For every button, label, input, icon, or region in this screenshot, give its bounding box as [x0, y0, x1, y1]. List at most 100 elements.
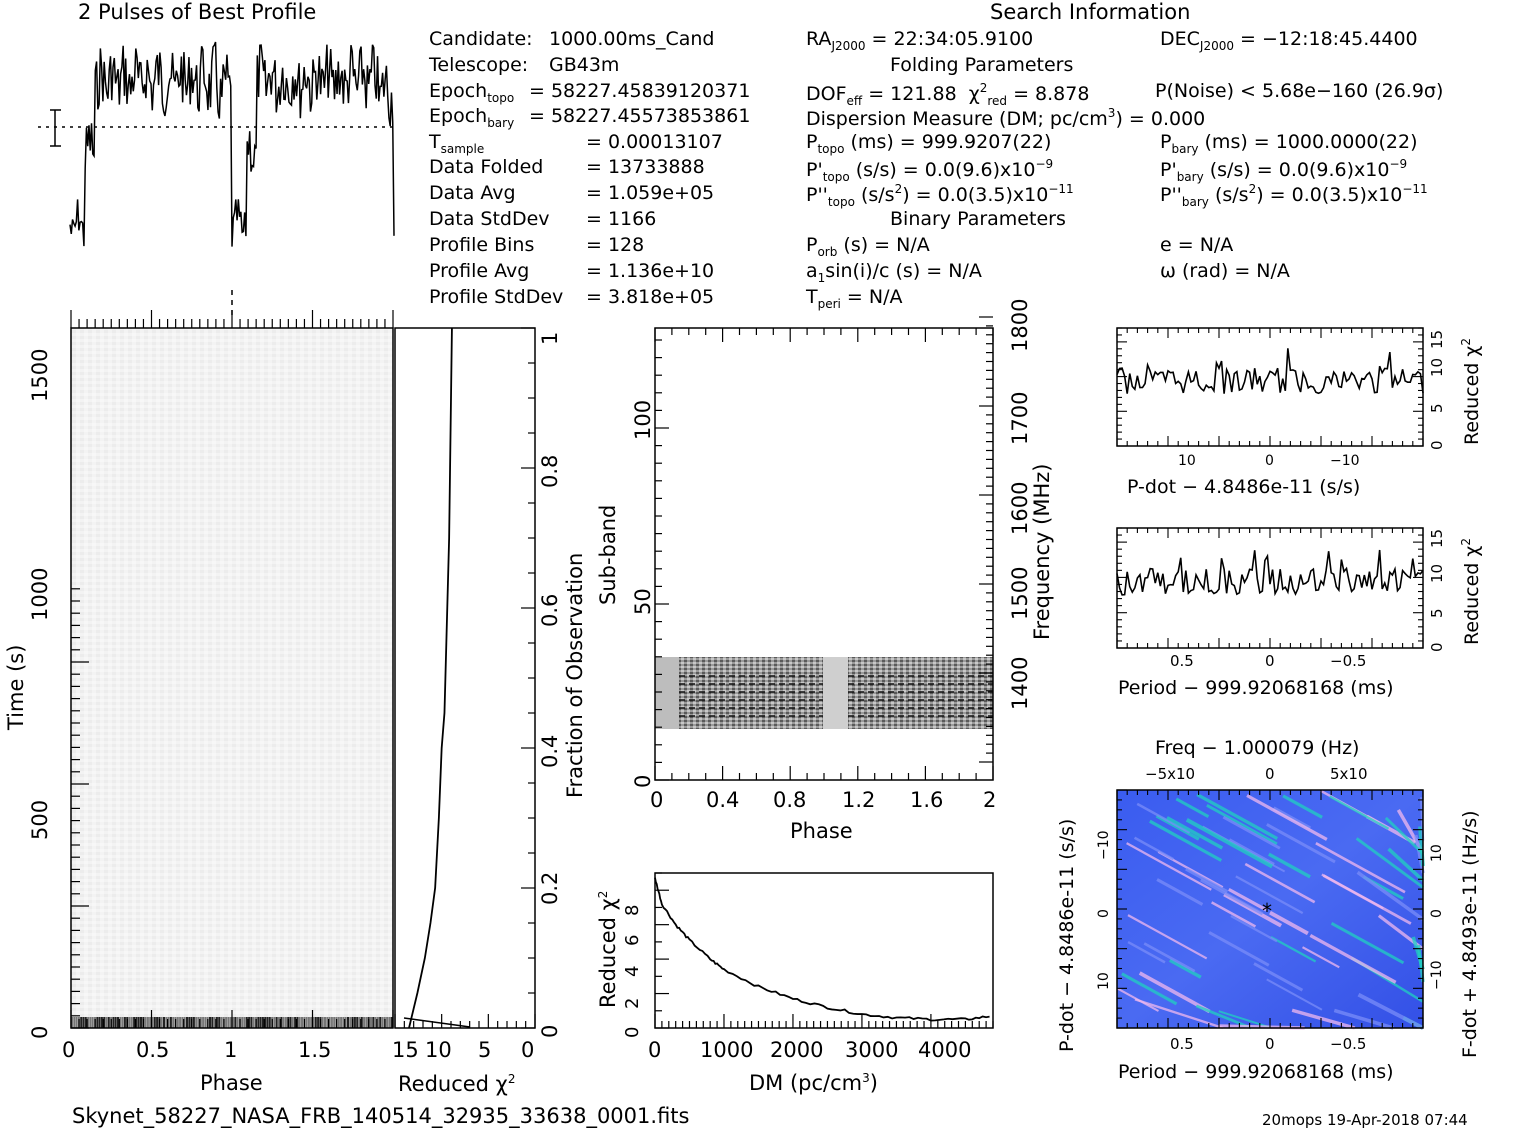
heatmap-first-row [232, 1017, 234, 1028]
period-chi-line [1116, 549, 1424, 597]
pddbary-line: P''bary (s/s2) = 0.0(3.5)x10−11 [1160, 182, 1428, 209]
dof-line: DOFeff = 121.88 χ2red = 8.878 [806, 81, 1090, 108]
tick-label: 1.6 [910, 788, 944, 812]
heatmap-first-row [347, 1017, 349, 1028]
period-chi-frame [1116, 527, 1424, 649]
heatmap-first-row [181, 1017, 184, 1028]
tick-label: −10 [1096, 830, 1112, 860]
heatmap-first-row [330, 1017, 333, 1028]
tick-label: 0 [1265, 765, 1275, 783]
tick-label: 0.2 [538, 871, 562, 905]
tick-label: 0 [1265, 453, 1274, 469]
heatmap-first-row [381, 1017, 384, 1028]
contour-streak [1211, 901, 1257, 928]
heatmap-first-row [183, 1017, 186, 1028]
heatmap-first-row [280, 1017, 283, 1028]
pulse-profile-line [69, 41, 395, 247]
heatmap-first-row [236, 1017, 239, 1028]
info-row: Tsample = 0.00013107 [429, 131, 723, 156]
tick-label: 5 [478, 1038, 492, 1062]
heatmap-first-row [268, 1017, 271, 1028]
tick-label: −0.5 [1330, 1035, 1367, 1053]
tick-label: 1800 [1008, 298, 1032, 352]
tick-label: 15 [392, 1038, 419, 1062]
contour-streak [1235, 875, 1304, 915]
heatmap-first-row [294, 1017, 297, 1028]
tick-label: 0 [1428, 440, 1446, 450]
heatmap-first-row [135, 1017, 138, 1028]
heatmap-first-row [75, 1017, 78, 1028]
pdot2-axis-label: P-dot − 4.8486e-11 (s/s) [1056, 818, 1078, 1052]
heatmap-first-row [197, 1017, 200, 1028]
phase-axis-label: Phase [200, 1071, 263, 1095]
contour-streak [1228, 887, 1267, 912]
tick-label: 10 [1429, 844, 1445, 862]
contour-streak [1266, 823, 1336, 864]
heatmap-first-row [80, 1017, 83, 1028]
contour-streak [1121, 972, 1178, 1006]
heatmap-first-row [305, 1017, 308, 1028]
tick-label: 0 [1429, 909, 1445, 918]
heatmap-first-row [160, 1017, 163, 1028]
contour-streak [1175, 797, 1210, 818]
subband-band-light [655, 657, 679, 729]
period2-axis-label: Period − 999.92068168 (ms) [1118, 1061, 1394, 1083]
info-row: Epochbary = 58227.45573853861 [429, 105, 751, 130]
search-title: Search Information [990, 0, 1191, 24]
contour-streak [1291, 1008, 1356, 1030]
heatmap-first-row [310, 1017, 313, 1028]
tick-label: 10 [425, 1038, 452, 1062]
contour-streak [1269, 910, 1309, 936]
info-row: Candidate: 1000.00ms_Cand [429, 28, 715, 50]
profile-title: 2 Pulses of Best Profile [78, 0, 317, 24]
pdot-chi-line [1116, 348, 1424, 395]
contour-streak [1414, 834, 1425, 874]
tick-label: 10 [1178, 453, 1196, 469]
contour-streak [1166, 816, 1224, 850]
info-row: Profile Avg = 1.136e+10 [429, 260, 715, 282]
pdtopo-line: P'topo (s/s) = 0.0(9.6)x10−9 [806, 157, 1054, 184]
contour-streak [1329, 795, 1390, 830]
period-axis-label: Period − 999.92068168 (ms) [1118, 677, 1394, 699]
heatmap-first-row [107, 1017, 110, 1028]
heatmap-first-row [386, 1017, 389, 1028]
contour-streak [1384, 816, 1425, 855]
time-axis-label: Time (s) [4, 644, 28, 730]
heatmap-first-row [266, 1017, 269, 1028]
fraction-axis-label: Fraction of Observation [563, 552, 587, 798]
tick-label: 10 [1428, 357, 1446, 377]
heatmap-first-row [165, 1017, 168, 1028]
heatmap-first-row [234, 1017, 237, 1028]
heatmap-first-row [149, 1017, 152, 1028]
tick-label: 1500 [28, 348, 52, 402]
heatmap-first-row [220, 1017, 223, 1028]
contour-streak [1244, 862, 1316, 904]
tick-label: 6 [622, 934, 643, 946]
heatmap-first-row [284, 1017, 287, 1028]
heatmap-first-row [84, 1017, 87, 1028]
heatmap-first-row [112, 1017, 115, 1028]
dm-line: Dispersion Measure (DM; pc/cm3) = 0.000 [806, 106, 1206, 130]
tperi-line: Tperi = N/A [806, 286, 903, 311]
heatmap-first-row [353, 1017, 356, 1028]
heatmap-first-row [379, 1017, 382, 1028]
tick-label: 0.5 [1170, 652, 1194, 670]
tick-label: 0.8 [538, 454, 562, 488]
tick-label: 0 [1096, 909, 1112, 918]
pdbary-line: P'bary (s/s) = 0.0(9.6)x10−9 [1160, 157, 1408, 184]
e-line: e = N/A [1160, 234, 1234, 256]
tick-label: 0 [650, 788, 664, 812]
heatmap-first-row [119, 1017, 122, 1028]
heatmap-first-row [87, 1017, 90, 1028]
tick-label: 0.4 [706, 788, 740, 812]
pddtopo-line: P''topo (s/s2) = 0.0(3.5)x10−11 [806, 182, 1074, 209]
tick-label: 100 [631, 399, 655, 440]
contour-streak [1230, 914, 1278, 943]
info-row: Telescope: GB43m [429, 54, 620, 76]
contour-streak [1357, 992, 1424, 1030]
footer-filename: Skynet_58227_NASA_FRB_140514_32935_33638… [72, 1104, 690, 1128]
heatmap-first-row [261, 1017, 264, 1028]
tick-label: 3000 [845, 1038, 899, 1062]
tick-label: 0 [1428, 642, 1446, 652]
contour-streak [1309, 933, 1397, 984]
